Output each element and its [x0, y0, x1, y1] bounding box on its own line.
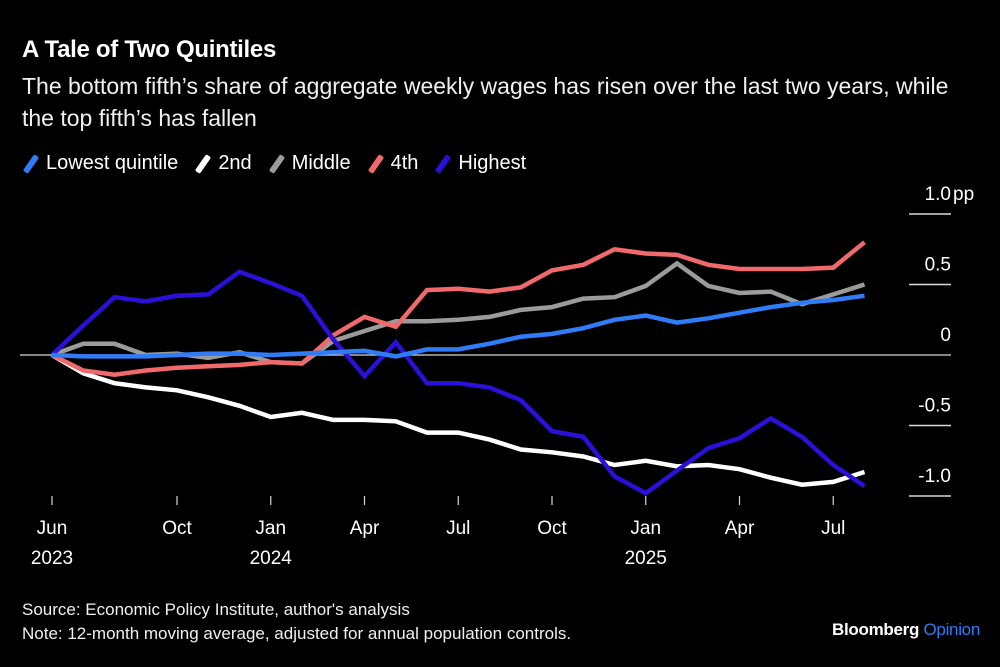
- legend-item-2nd: 2nd: [192, 152, 252, 175]
- x-tick-label: Jul: [821, 518, 845, 539]
- series-line-lowest-quintile: [51, 293, 865, 359]
- series-line-2nd: [50, 353, 866, 487]
- brand-name: Bloomberg: [832, 620, 920, 639]
- brand-accent: Opinion: [923, 620, 981, 639]
- footer: Source: Economic Policy Institute, autho…: [22, 598, 571, 646]
- legend-item-4th: 4th: [365, 152, 419, 175]
- x-tick-year-label: 2024: [250, 548, 293, 569]
- x-tick-label: Jan: [630, 518, 661, 539]
- x-tick-year-label: 2025: [625, 548, 667, 569]
- chart-subtitle: The bottom fifth’s share of aggregate we…: [22, 73, 949, 131]
- source-note: Source: Economic Policy Institute, autho…: [22, 600, 410, 619]
- legend-item-middle: Middle: [266, 152, 351, 175]
- legend-label: 2nd: [218, 152, 252, 174]
- legend-item-lowest: Lowest quintile: [20, 152, 178, 175]
- legend-label: 4th: [390, 152, 419, 174]
- legend-label: Middle: [291, 152, 351, 174]
- y-tick-label: -0.5: [918, 396, 951, 417]
- legend: Lowest quintile 2nd Middle 4th Highest: [20, 152, 540, 175]
- x-tick-label: Jun: [37, 518, 68, 539]
- x-tick-label: Apr: [350, 518, 380, 539]
- y-tick-label: -1.0: [918, 466, 951, 487]
- y-tick-label: 1.0: [925, 184, 951, 205]
- x-tick-year-label: 2023: [31, 548, 73, 569]
- x-tick-label: Oct: [537, 518, 567, 539]
- legend-item-highest: Highest: [432, 152, 526, 175]
- legend-label: Lowest quintile: [46, 152, 179, 174]
- y-unit-label: pp: [953, 184, 974, 205]
- x-tick-label: Jul: [446, 518, 470, 539]
- x-tick-label: Oct: [162, 518, 192, 539]
- chart-title: A Tale of Two Quintiles: [22, 36, 276, 63]
- x-tick-label: Apr: [725, 518, 755, 539]
- brand-logo: Bloomberg Opinion: [832, 620, 980, 640]
- methodology-note: Note: 12-month moving average, adjusted …: [22, 624, 572, 643]
- x-tick-label: Jan: [255, 518, 286, 539]
- y-tick-label: 0.5: [925, 255, 951, 276]
- y-tick-label: 0: [940, 325, 951, 346]
- legend-label: Highest: [458, 152, 527, 174]
- series-line-highest: [50, 269, 866, 496]
- series-line-4th: [51, 240, 866, 377]
